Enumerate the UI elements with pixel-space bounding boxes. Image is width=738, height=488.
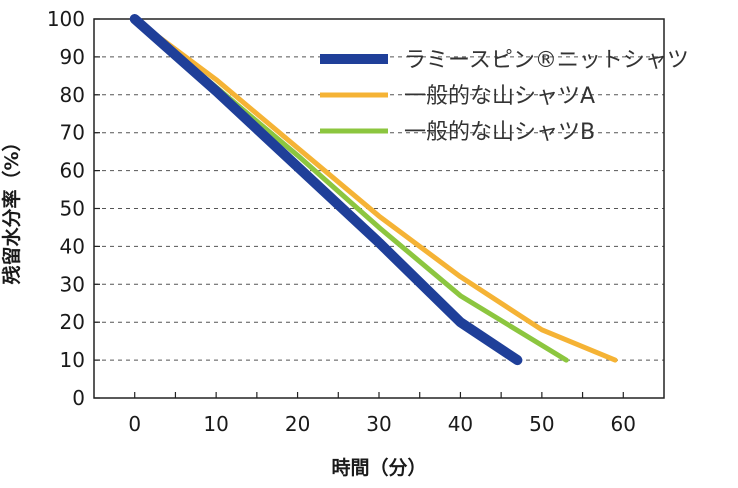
x-tick-label: 10 <box>203 412 228 436</box>
tick-layer: 0 10 20 30 40 50 60 70 80 90 100 0 10 20 30 40 50 60 <box>47 7 636 436</box>
series-line-2 <box>132 16 618 363</box>
plot-frame <box>93 18 665 399</box>
y-tick-label: 90 <box>60 45 85 69</box>
x-tick-label: 50 <box>529 412 554 436</box>
y-tick-label: 20 <box>60 310 85 334</box>
legend-label: 一般的な山シャツB <box>404 120 595 145</box>
legend-label: 一般的な山シャツA <box>404 84 595 109</box>
y-tick-label: 50 <box>60 197 85 221</box>
x-tick-label: 60 <box>611 412 636 436</box>
legend-label: ラミースピン®ニットシャツ <box>404 48 689 73</box>
x-tick-label: 30 <box>366 412 391 436</box>
y-tick-label: 70 <box>60 121 85 145</box>
y-tick-label: 10 <box>60 348 85 372</box>
y-tick-label: 40 <box>60 234 85 258</box>
y-tick-label: 100 <box>47 7 85 31</box>
y-tick-label: 30 <box>60 272 85 296</box>
grid-layer <box>94 56 664 361</box>
x-tick-label: 40 <box>448 412 473 436</box>
x-axis-title: 時間（分） <box>331 456 426 479</box>
y-tick-label: 0 <box>72 386 85 410</box>
series-line-1 <box>129 14 523 366</box>
y-axis-title: 残留水分率（%） <box>0 132 23 284</box>
series-layer <box>129 14 618 366</box>
y-tick-label: 80 <box>60 83 85 107</box>
y-tick-label: 60 <box>60 159 85 183</box>
x-tick-label: 20 <box>285 412 310 436</box>
x-tick-label: 0 <box>128 412 141 436</box>
